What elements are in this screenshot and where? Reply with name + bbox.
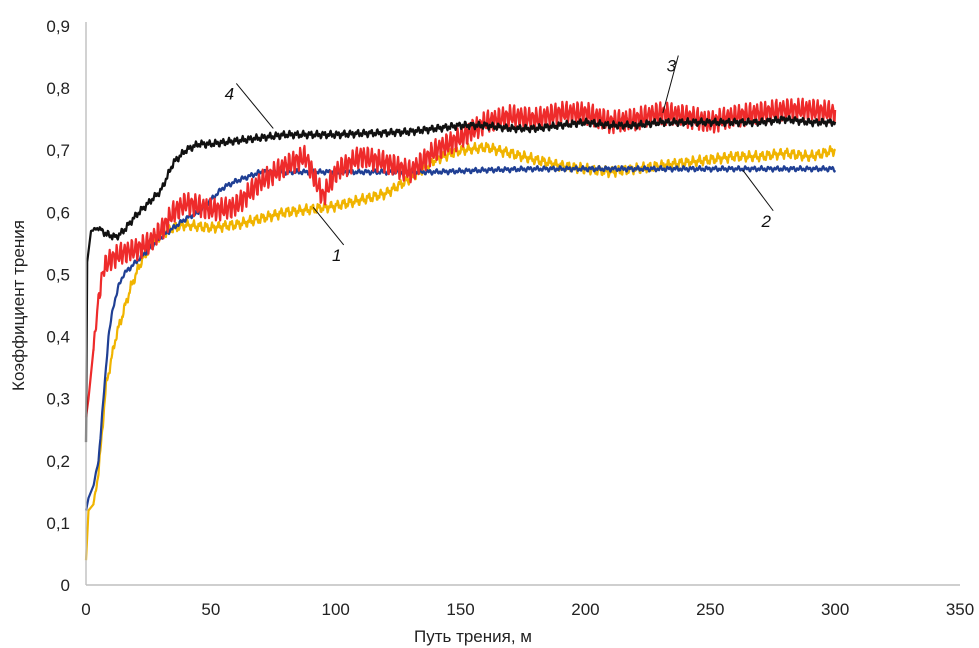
x-tick-label: 250 <box>696 600 724 619</box>
x-tick-label: 100 <box>322 600 350 619</box>
y-tick-label: 0,4 <box>46 328 70 347</box>
series-layer <box>84 97 837 561</box>
curve-annotations: 1 2 3 4 <box>225 55 774 265</box>
y-tick-label: 0,7 <box>46 141 70 160</box>
y-axis-ticks: 0 0,1 0,2 0,3 0,4 0,5 0,6 0,7 0,8 0,9 <box>46 17 70 595</box>
y-tick-label: 0,5 <box>46 265 70 284</box>
y-tick-label: 0,2 <box>46 452 70 471</box>
series-2-line <box>84 165 837 511</box>
x-axis-title: Путь трения, м <box>414 627 532 646</box>
curve-2-label: 2 <box>760 212 771 231</box>
curve-2-leader <box>742 169 774 212</box>
curve-3-leader <box>662 55 679 114</box>
curve-4-leader <box>235 83 274 129</box>
y-tick-label: 0,3 <box>46 390 70 409</box>
curve-3-label: 3 <box>667 56 677 75</box>
y-tick-label: 0 <box>61 576 70 595</box>
y-axis-title: Коэффициент трения <box>9 220 28 391</box>
x-tick-label: 50 <box>201 600 220 619</box>
curve-1-leader <box>312 207 345 246</box>
curve-4-label: 4 <box>225 84 234 103</box>
y-tick-label: 0,6 <box>46 203 70 222</box>
x-axis-ticks: 0 50 100 150 200 250 300 350 <box>81 600 974 619</box>
x-tick-label: 200 <box>571 600 599 619</box>
y-tick-label: 0,8 <box>46 79 70 98</box>
series-4-line <box>84 115 837 443</box>
x-tick-label: 150 <box>446 600 474 619</box>
series-1-line <box>84 141 837 561</box>
x-tick-label: 300 <box>821 600 849 619</box>
y-tick-label: 0,1 <box>46 514 70 533</box>
curve-1-label: 1 <box>332 246 341 265</box>
y-tick-label: 0,9 <box>46 17 70 36</box>
x-tick-label: 350 <box>946 600 974 619</box>
x-tick-label: 0 <box>81 600 90 619</box>
